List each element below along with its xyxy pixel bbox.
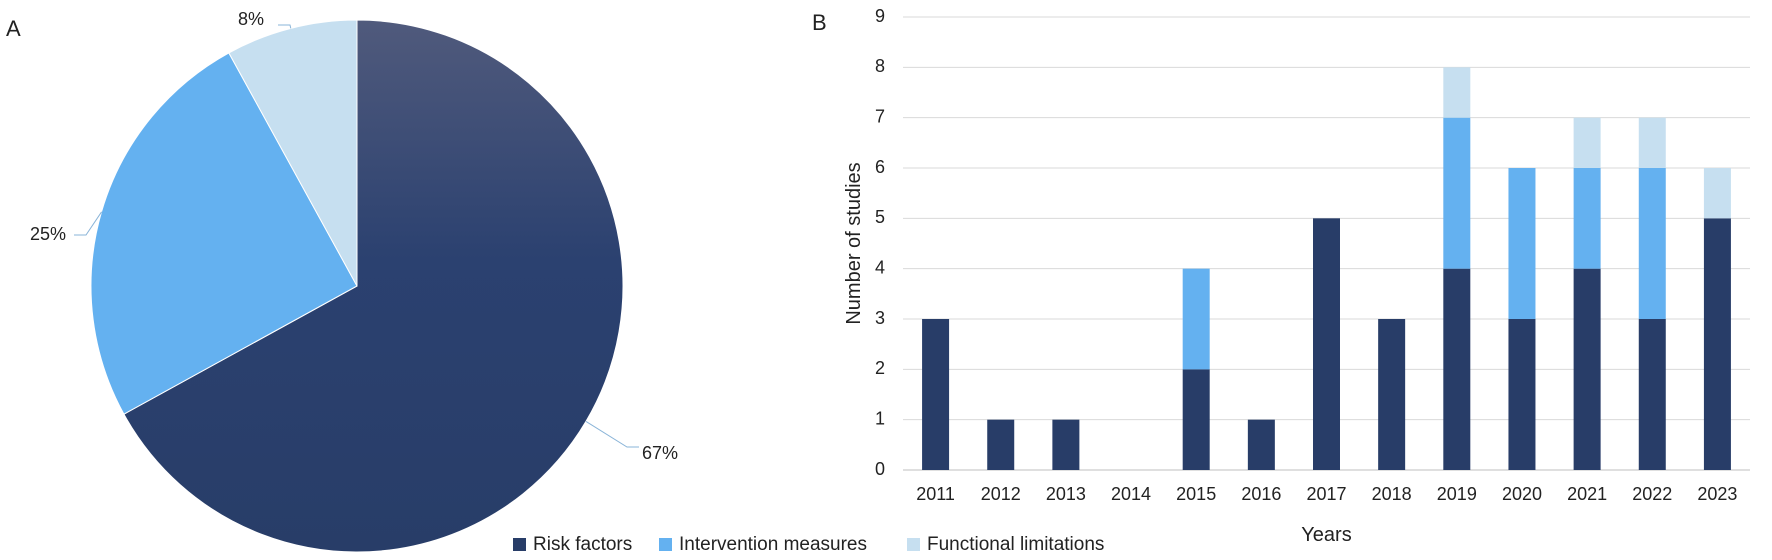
pie-chart: 67% 25% 8% [30,9,678,553]
bar-segment-risk-factors [1247,419,1275,470]
x-tick-label: 2011 [916,484,955,504]
pie-slice-risk-factors [123,19,624,553]
bar-segment-functional-limitations [1703,168,1731,219]
panel-label-b: B [812,10,827,35]
y-tick-label: 9 [875,6,885,26]
bar-segment-functional-limitations [1573,117,1601,168]
panel-label-a: A [6,16,21,41]
legend-label: Intervention measures [679,534,867,555]
bar-segment-risk-factors [1508,319,1536,470]
y-tick-label: 7 [875,106,885,126]
x-tick-label: 2015 [1176,484,1216,504]
pie-leader-line [585,420,639,448]
y-tick-label: 4 [875,257,885,277]
stacked-bar-chart: 0 1 2 3 4 5 6 7 8 9 Number of studies Years 2011 2012… [843,6,1750,546]
legend-label: Functional limitations [927,534,1104,555]
x-tick-label: 2014 [1111,484,1151,504]
bar-segment-intervention-measures [1638,168,1666,319]
x-tick-label: 2021 [1567,484,1607,504]
pie-leader-line [74,211,103,236]
x-axis-title: Years [1301,524,1351,546]
bar-segment-intervention-measures [1573,168,1601,269]
bar-segment-intervention-measures [1443,117,1471,269]
bar-segment-risk-factors [922,319,950,470]
x-tick-label: 2022 [1632,484,1672,504]
y-tick-label: 6 [875,157,885,177]
x-tick-label: 2012 [981,484,1021,504]
bar-segment-risk-factors [1378,319,1406,470]
pie-data-label: 25% [30,224,66,244]
pie-data-label: 67% [642,443,678,463]
x-tick-label: 2016 [1241,484,1281,504]
bar-segment-risk-factors [1313,218,1340,470]
bar-segment-risk-factors [1638,319,1666,470]
bar-segment-risk-factors [1703,218,1731,470]
y-tick-label: 2 [875,358,885,378]
y-tick-label: 8 [875,56,885,76]
legend: Risk factors Intervention measures Functio… [513,534,1104,555]
bar-segment-risk-factors [1443,268,1471,470]
bar-segment-risk-factors [987,419,1015,470]
pie-slice-intervention-measures [90,52,358,415]
bar-segment-functional-limitations [1638,117,1666,168]
bar-segment-risk-factors [1182,369,1210,470]
x-tick-label: 2017 [1306,484,1346,504]
legend-swatch [513,538,526,551]
bar-segment-intervention-measures [1508,168,1536,319]
bar-segment-risk-factors [1052,419,1080,470]
x-tick-label: 2023 [1697,484,1737,504]
x-tick-label: 2019 [1437,484,1477,504]
pie-data-label: 8% [238,9,264,29]
pie-leader-line [278,24,292,29]
x-tick-label: 2018 [1372,484,1412,504]
legend-label: Risk factors [533,534,632,555]
legend-swatch [907,538,920,551]
y-axis-title: Number of studies [843,162,865,324]
legend-swatch [659,538,672,551]
bar-segment-risk-factors [1573,268,1601,470]
y-tick-label: 5 [875,207,885,227]
y-tick-label: 3 [875,308,885,328]
y-tick-label: 0 [875,459,885,479]
x-tick-label: 2013 [1046,484,1086,504]
bar-segment-functional-limitations [1443,67,1471,118]
x-tick-label: 2020 [1502,484,1542,504]
y-tick-label: 1 [875,408,885,428]
bar-segment-intervention-measures [1182,268,1210,370]
